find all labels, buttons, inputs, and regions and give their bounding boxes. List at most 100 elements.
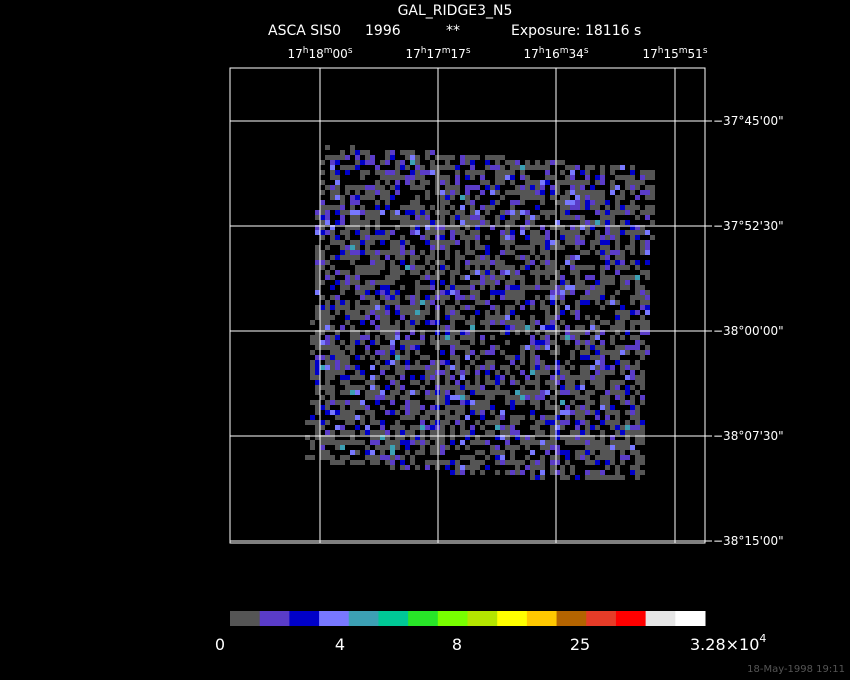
pixel — [315, 385, 320, 390]
pixel — [460, 430, 465, 435]
pixel — [640, 325, 645, 330]
pixel — [355, 440, 360, 445]
pixel — [335, 235, 340, 240]
pixel — [380, 420, 385, 425]
pixel — [430, 220, 435, 225]
pixel — [365, 430, 370, 435]
pixel — [500, 290, 505, 295]
pixel — [400, 395, 405, 400]
pixel — [630, 430, 635, 435]
pixel — [415, 365, 420, 370]
pixel — [590, 410, 595, 415]
pixel — [355, 365, 360, 370]
pixel — [375, 445, 380, 450]
pixel — [575, 265, 580, 270]
pixel — [550, 295, 555, 300]
pixel — [395, 325, 400, 330]
pixel — [600, 470, 605, 475]
colorbar-swatch — [230, 611, 261, 626]
pixel — [640, 340, 645, 345]
pixel — [465, 285, 470, 290]
pixel — [370, 305, 375, 310]
pixel — [570, 375, 575, 380]
pixel — [415, 300, 420, 305]
pixel — [445, 190, 450, 195]
pixel — [425, 355, 430, 360]
pixel — [370, 410, 375, 415]
pixel — [425, 365, 430, 370]
ra-part: 17 — [451, 47, 466, 61]
pixel — [460, 400, 465, 405]
pixel — [380, 175, 385, 180]
pixel — [345, 365, 350, 370]
pixel — [335, 365, 340, 370]
pixel — [565, 230, 570, 235]
pixel — [535, 280, 540, 285]
pixel — [330, 255, 335, 260]
pixel — [430, 445, 435, 450]
pixel — [330, 440, 335, 445]
pixel — [510, 470, 515, 475]
pixel — [390, 150, 395, 155]
pixel — [465, 275, 470, 280]
pixel — [500, 180, 505, 185]
pixel — [365, 245, 370, 250]
pixel — [510, 270, 515, 275]
pixel — [410, 180, 415, 185]
pixel — [410, 225, 415, 230]
pixel — [345, 270, 350, 275]
pixel — [350, 350, 355, 355]
pixel — [315, 305, 320, 310]
pixel — [465, 175, 470, 180]
pixel — [375, 220, 380, 225]
pixel — [495, 455, 500, 460]
pixel — [355, 310, 360, 315]
pixel — [470, 335, 475, 340]
pixel — [540, 340, 545, 345]
pixel — [375, 395, 380, 400]
pixel — [545, 295, 550, 300]
pixel — [465, 190, 470, 195]
pixel — [580, 195, 585, 200]
pixel — [360, 295, 365, 300]
pixel — [375, 340, 380, 345]
pixel — [405, 440, 410, 445]
pixel — [485, 310, 490, 315]
ra-part: 34 — [569, 47, 584, 61]
pixel — [480, 390, 485, 395]
pixel — [570, 290, 575, 295]
pixel — [545, 315, 550, 320]
pixel — [470, 210, 475, 215]
pixel — [650, 190, 655, 195]
pixel — [460, 285, 465, 290]
pixel — [610, 250, 615, 255]
pixel — [565, 205, 570, 210]
pixel — [635, 405, 640, 410]
pixel — [355, 225, 360, 230]
pixel — [590, 200, 595, 205]
pixel — [310, 335, 315, 340]
pixel — [540, 245, 545, 250]
pixel — [615, 470, 620, 475]
pixel — [395, 250, 400, 255]
pixel — [580, 455, 585, 460]
pixel — [595, 295, 600, 300]
pixel — [575, 425, 580, 430]
pixel — [505, 470, 510, 475]
pixel — [395, 160, 400, 165]
pixel — [315, 375, 320, 380]
pixel — [385, 440, 390, 445]
pixel — [585, 440, 590, 445]
pixel — [400, 205, 405, 210]
pixel — [625, 330, 630, 335]
instrument: ASCA SIS0 — [268, 23, 341, 39]
pixel — [320, 280, 325, 285]
colorbar-swatch — [645, 611, 676, 626]
pixel — [485, 160, 490, 165]
pixel — [600, 420, 605, 425]
pixel — [440, 225, 445, 230]
pixel — [550, 285, 555, 290]
pixel — [410, 220, 415, 225]
pixel — [475, 310, 480, 315]
pixel — [560, 470, 565, 475]
